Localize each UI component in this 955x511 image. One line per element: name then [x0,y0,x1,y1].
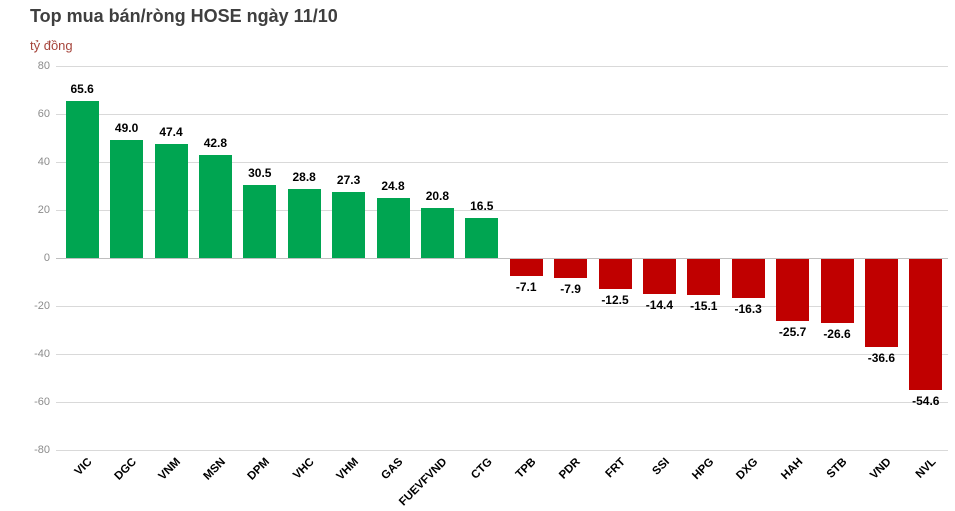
bar-SSI [642,259,676,294]
x-axis-label: TPB [513,456,539,481]
x-axis-label: VND [868,456,894,482]
y-axis-tick: 80 [37,60,50,72]
chart-title: Top mua bán/ròng HOSE ngày 11/10 [30,6,338,26]
zero-gridline [56,257,948,259]
bar-PDR [554,259,588,278]
gridline [56,209,948,211]
x-axis-label: VHM [334,456,362,483]
value-label: 24.8 [381,179,405,194]
bar-MSN [198,155,232,258]
gridline [56,449,948,451]
value-label: -15.1 [690,299,718,314]
x-axis-label: DPM [245,456,273,483]
x-axis-label: VHC [291,456,317,482]
value-label: 65.6 [70,81,94,96]
x-axis-label: VNM [156,456,184,483]
value-label: 49.0 [114,121,139,136]
bar-FUEVFVND [420,208,454,258]
value-label: 16.5 [470,199,494,214]
value-label: -54.6 [912,394,940,409]
x-axis-label: SSI [650,456,672,478]
y-axis-tick: 0 [43,252,50,264]
value-label: -36.6 [867,350,896,365]
bar-HAH [776,259,810,321]
bar-DGC [110,140,144,258]
x-axis-label: PDR [557,456,584,482]
gridline [56,65,948,67]
x-axis-label: HPG [690,456,717,483]
gridline [56,353,948,355]
x-axis-label: DXG [734,456,761,483]
x-axis-label: DGC [112,456,140,483]
y-axis-tick: -60 [34,396,50,408]
y-axis-tick: 20 [37,204,50,216]
bar-VHC [287,188,321,258]
bar-CTG [465,218,499,258]
x-axis-label: STB [824,456,850,481]
y-axis-tick: 40 [37,156,50,168]
value-label: -14.4 [645,297,674,312]
value-label: -12.5 [601,293,629,307]
bar-GAS [376,198,410,258]
bar-VHM [332,192,366,258]
bar-STB [820,259,854,323]
value-label: 30.5 [248,165,272,180]
y-axis-tick: -40 [34,348,50,360]
y-axis-tick: -80 [34,444,50,456]
x-axis-label: GAS [379,456,406,483]
value-label: 20.8 [425,189,450,204]
x-axis-label: FRT [603,456,628,481]
bar-VNM [154,144,188,258]
bar-DPM [243,184,277,258]
value-label: -26.6 [823,326,851,341]
x-axis-label: NVL [913,456,939,481]
x-axis-label: HAH [778,456,806,483]
x-axis-label: CTG [468,456,495,482]
x-axis-label: VIC [72,456,95,479]
value-label: 47.4 [159,125,183,140]
y-axis-tick: -20 [34,300,50,312]
value-label: -25.7 [778,324,807,339]
value-label: 27.3 [336,173,361,188]
gridline [56,401,948,403]
x-axis-label: MSN [201,456,228,483]
y-axis-unit-label: tỷ đồng [30,38,73,53]
value-label: 42.8 [203,136,228,151]
value-label: -16.3 [734,302,762,317]
bar-FRT [598,259,632,289]
bar-TPB [509,259,543,277]
bar-NVL [909,259,943,391]
gridline [56,113,948,115]
bar-DXG [731,259,765,299]
y-axis-tick: 60 [37,108,50,120]
value-label: 28.8 [292,169,316,184]
value-label: -7.1 [515,280,537,295]
value-label: -7.9 [560,281,581,296]
bar-VND [864,259,898,347]
bar-HPG [687,259,721,296]
bar-VIC [65,100,99,258]
gridline [56,161,948,163]
gridline [56,305,948,307]
